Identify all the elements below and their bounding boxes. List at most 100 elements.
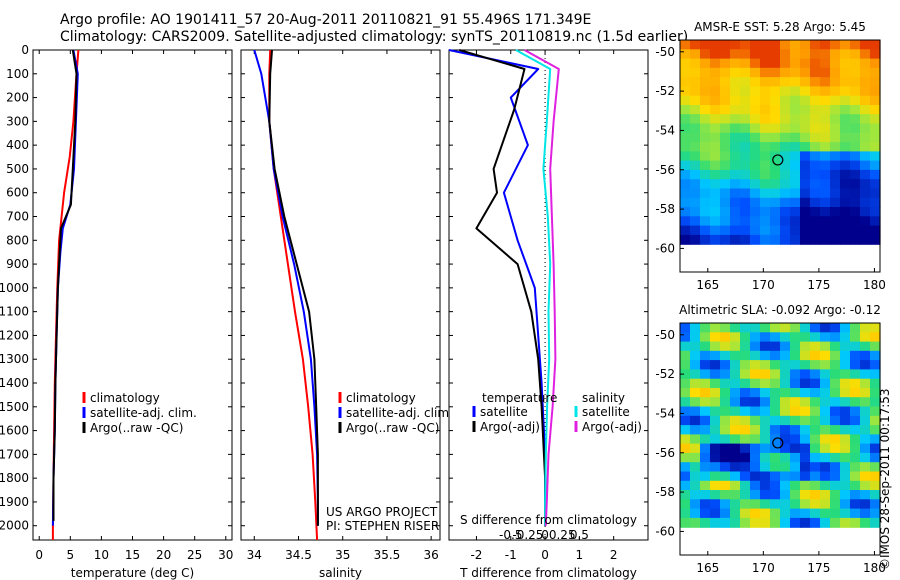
heatmap-cell bbox=[690, 434, 701, 445]
heatmap-cell bbox=[820, 323, 831, 333]
heatmap-cell bbox=[790, 179, 801, 190]
heatmap-cell bbox=[710, 350, 721, 361]
heatmap-cell bbox=[780, 179, 791, 190]
heatmap-cell bbox=[780, 58, 791, 69]
heatmap-cell bbox=[850, 471, 861, 482]
heatmap-cell bbox=[680, 341, 691, 352]
heatmap-cell bbox=[690, 225, 701, 236]
heatmap-cell bbox=[740, 397, 751, 408]
heatmap-cell bbox=[860, 197, 871, 208]
heatmap-cell bbox=[790, 360, 801, 370]
heatmap-cell bbox=[790, 234, 801, 245]
annotation-text: US ARGO PROJECT bbox=[326, 505, 438, 519]
heatmap-cell bbox=[690, 332, 701, 343]
heatmap-cell bbox=[720, 114, 731, 125]
heatmap-cell bbox=[780, 499, 791, 510]
heatmap-cell bbox=[740, 197, 751, 208]
heatmap-cell bbox=[740, 323, 751, 333]
heatmap-cell bbox=[710, 67, 721, 78]
heatmap-cell bbox=[840, 397, 851, 408]
heatmap-cell bbox=[690, 169, 701, 180]
heatmap-cell bbox=[800, 480, 811, 491]
heatmap-cell bbox=[680, 114, 691, 125]
heatmap-cell bbox=[760, 67, 771, 78]
heatmap-cell bbox=[740, 225, 751, 236]
heatmap-cell bbox=[850, 369, 861, 380]
heatmap-cell bbox=[780, 360, 791, 370]
heatmap-cell bbox=[800, 67, 811, 78]
heatmap-cell bbox=[830, 169, 841, 180]
heatmap-cell bbox=[720, 452, 731, 463]
heatmap-cell bbox=[710, 443, 721, 454]
heatmap-cell bbox=[790, 169, 801, 180]
map-title: AMSR-E SST: 5.28 Argo: 5.45 bbox=[694, 20, 866, 34]
heatmap-cell bbox=[730, 508, 741, 519]
heatmap-cell bbox=[840, 49, 851, 60]
heatmap-cell bbox=[770, 169, 781, 180]
heatmap-cell bbox=[740, 179, 751, 190]
heatmap-cell bbox=[850, 105, 861, 115]
heatmap-cell bbox=[840, 234, 851, 245]
argo-position-marker bbox=[772, 154, 784, 166]
heatmap-cell bbox=[680, 58, 691, 69]
heatmap-cell bbox=[760, 452, 771, 463]
heatmap-cell bbox=[820, 225, 831, 236]
heatmap-cell bbox=[750, 388, 761, 398]
heatmap-cell bbox=[680, 350, 691, 361]
y-tick-label: -56 bbox=[655, 163, 675, 177]
heatmap-cell bbox=[760, 323, 771, 333]
heatmap-cell bbox=[690, 499, 701, 510]
heatmap-cell bbox=[820, 216, 831, 227]
heatmap-cell bbox=[840, 341, 851, 352]
heatmap-cell bbox=[780, 77, 791, 87]
heatmap-cell bbox=[730, 434, 741, 445]
heatmap-cell bbox=[870, 499, 881, 510]
heatmap-cell bbox=[870, 406, 881, 417]
heatmap-cell bbox=[720, 490, 731, 500]
heatmap-cell bbox=[720, 360, 731, 370]
heatmap-cell bbox=[870, 443, 881, 454]
heatmap-cell bbox=[780, 169, 791, 180]
heatmap-cell bbox=[740, 350, 751, 361]
heatmap-cell bbox=[760, 425, 771, 435]
heatmap-cell bbox=[720, 480, 731, 491]
heatmap-cell bbox=[780, 517, 791, 528]
heatmap-cell bbox=[680, 160, 691, 171]
heatmap-cell bbox=[870, 323, 881, 333]
heatmap-cell bbox=[820, 369, 831, 380]
heatmap-cell bbox=[680, 471, 691, 482]
heatmap-cell bbox=[710, 434, 721, 445]
heatmap-cell bbox=[800, 151, 811, 162]
heatmap-cell bbox=[690, 425, 701, 435]
heatmap-cell bbox=[840, 369, 851, 380]
heatmap-cell bbox=[750, 188, 761, 199]
heatmap-cell bbox=[830, 67, 841, 78]
heatmap-cell bbox=[710, 471, 721, 482]
heatmap-cell bbox=[800, 508, 811, 519]
heatmap-cell bbox=[800, 397, 811, 408]
heatmap-cell bbox=[680, 490, 691, 500]
heatmap-cell bbox=[730, 132, 741, 143]
heatmap-cell bbox=[780, 452, 791, 463]
heatmap-cell bbox=[750, 86, 761, 97]
heatmap-cell bbox=[830, 160, 841, 171]
heatmap-cell bbox=[790, 323, 801, 333]
heatmap-cell bbox=[730, 388, 741, 398]
heatmap-cell bbox=[800, 216, 811, 227]
heatmap-cell bbox=[860, 452, 871, 463]
heatmap-cell bbox=[710, 360, 721, 370]
heatmap-cell bbox=[800, 388, 811, 398]
heatmap-cell bbox=[680, 67, 691, 78]
y-tick-label: 0 bbox=[21, 43, 29, 57]
heatmap-cell bbox=[800, 86, 811, 97]
heatmap-cell bbox=[760, 341, 771, 352]
heatmap-cell bbox=[680, 415, 691, 426]
heatmap-cell bbox=[850, 123, 861, 134]
heatmap-cell bbox=[710, 499, 721, 510]
heatmap-cell bbox=[850, 179, 861, 190]
heatmap-cell bbox=[780, 462, 791, 473]
heatmap-cell bbox=[800, 425, 811, 435]
heatmap-cell bbox=[780, 388, 791, 398]
heatmap-cell bbox=[870, 49, 881, 60]
heatmap-cell bbox=[840, 350, 851, 361]
